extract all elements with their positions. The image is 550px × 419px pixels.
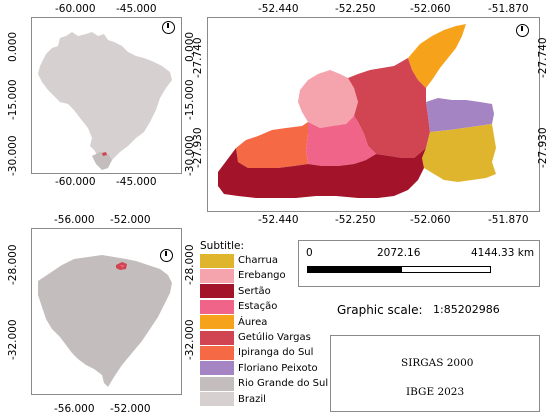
- legend-item: Áurea: [200, 315, 267, 330]
- sertao-shape: [218, 148, 426, 198]
- scale-label-start: 0: [306, 247, 313, 259]
- rs-y-tick-right: -28.000: [184, 244, 196, 285]
- getulio-vargas-shape: [348, 58, 430, 158]
- brazil-shape: [38, 32, 172, 168]
- charrua-shape: [422, 124, 496, 182]
- floriano-peixoto-shape: [426, 98, 494, 132]
- graphic-scale-label: Graphic scale:: [337, 303, 423, 317]
- graphic-scale-value: 1:85202986: [433, 303, 500, 316]
- legend-label: Floriano Peixoto: [238, 362, 318, 374]
- muni-x-tick-bottom: -52.060: [410, 214, 451, 226]
- north-arrow-icon: [162, 21, 175, 34]
- brazil-map: [38, 32, 172, 170]
- study-area-detail: [120, 265, 124, 268]
- legend-swatch: [200, 330, 234, 345]
- brazil-y-tick-right: -15.000: [184, 79, 196, 120]
- legend-label: Ipiranga do Sul: [238, 347, 314, 359]
- scale-bar-black-segment: [307, 266, 402, 273]
- rs-x-tick-top: -52.000: [110, 214, 151, 226]
- legend-item: Ipiranga do Sul: [200, 345, 313, 360]
- brazil-x-tick-top: -45.000: [116, 3, 157, 15]
- north-arrow-icon: [160, 249, 173, 262]
- muni-x-tick-top: -52.250: [335, 3, 376, 15]
- legend-swatch: [200, 253, 234, 268]
- rio-grande-do-sul-shape: [92, 152, 112, 170]
- muni-x-tick-bottom: -52.440: [258, 214, 299, 226]
- brazil-map-frame: [31, 17, 182, 174]
- rs-y-tick-right: -32.000: [184, 319, 196, 360]
- legend-swatch: [200, 315, 234, 330]
- legend-item: Floriano Peixoto: [200, 361, 318, 376]
- legend-item: Rio Grande do Sul: [200, 376, 328, 391]
- legend-item: Charrua: [200, 253, 278, 268]
- datum-label: SIRGAS 2000: [401, 357, 474, 369]
- legend-swatch: [200, 284, 234, 299]
- brazil-x-tick-bottom: -60.000: [55, 176, 96, 188]
- rio-grande-do-sul-shape: [38, 255, 172, 387]
- rs-map: [38, 255, 172, 387]
- source-label: IBGE 2023: [406, 386, 465, 398]
- scale-label-end: 4144.33 km: [471, 247, 535, 259]
- muni-y-tick-right: -27.740: [537, 37, 549, 78]
- muni-x-tick-top: -52.060: [410, 3, 451, 15]
- muni-x-tick-top: -52.440: [258, 3, 299, 15]
- rs-y-tick: -32.000: [7, 319, 19, 360]
- rs-map-frame: [31, 228, 182, 395]
- north-arrow-icon: [516, 24, 529, 37]
- brazil-y-tick: 0.000: [7, 31, 19, 62]
- muni-x-tick-bottom: -51.870: [488, 214, 529, 226]
- scale-label-mid: 2072.16: [377, 247, 421, 259]
- rs-x-tick-bottom: -56.000: [54, 403, 95, 415]
- muni-y-tick: -27.930: [192, 127, 204, 168]
- legend-label: Sertão: [238, 285, 271, 297]
- legend-label: Áurea: [238, 316, 268, 328]
- scale-bar-box: 0 2072.16 4144.33 km: [298, 240, 540, 287]
- legend-item: Getúlio Vargas: [200, 330, 311, 345]
- brazil-y-tick: -15.000: [7, 79, 19, 120]
- legend-label: Getúlio Vargas: [238, 332, 311, 343]
- legend-label: Estação: [238, 301, 278, 313]
- rs-y-tick: -28.000: [7, 244, 19, 285]
- legend-swatch: [200, 361, 234, 376]
- rs-x-tick-top: -56.000: [54, 214, 95, 226]
- muni-y-tick-right: -27.930: [537, 127, 549, 168]
- info-box: SIRGAS 2000 IBGE 2023: [330, 335, 540, 412]
- brazil-y-tick: -30.000: [7, 135, 19, 176]
- brazil-x-tick-bottom: -45.000: [116, 176, 157, 188]
- ipiranga-do-sul-shape: [236, 122, 308, 168]
- municipalities-map-frame: [207, 17, 540, 212]
- rs-x-tick-bottom: -52.000: [110, 403, 151, 415]
- legend-swatch: [200, 376, 234, 391]
- muni-x-tick-bottom: -52.250: [335, 214, 376, 226]
- legend-item: Erebango: [200, 268, 286, 283]
- legend-item: Estação: [200, 299, 277, 314]
- aurea-shape: [408, 24, 466, 88]
- legend-swatch: [200, 268, 234, 283]
- legend-title: Subtitle:: [200, 240, 245, 252]
- legend-item: Sertão: [200, 284, 271, 299]
- muni-x-tick-top: -51.870: [488, 3, 529, 15]
- legend-swatch: [200, 345, 234, 360]
- legend-label: Charrua: [238, 255, 278, 266]
- legend-item: Brazil: [200, 392, 266, 407]
- erebango-shape: [298, 70, 358, 128]
- legend-swatch: [200, 299, 234, 314]
- estacao-shape: [306, 116, 376, 166]
- legend-swatch: [200, 392, 234, 407]
- municipalities-map: [218, 24, 496, 198]
- legend-label: Rio Grande do Sul: [238, 378, 329, 390]
- legend-label: Erebango: [238, 270, 286, 282]
- study-area-shape: [102, 152, 107, 156]
- brazil-x-tick-top: -60.000: [55, 3, 96, 15]
- muni-y-tick: -27.740: [192, 37, 204, 78]
- scale-bar-white-segment: [401, 266, 491, 273]
- legend-label: Brazil: [238, 393, 266, 405]
